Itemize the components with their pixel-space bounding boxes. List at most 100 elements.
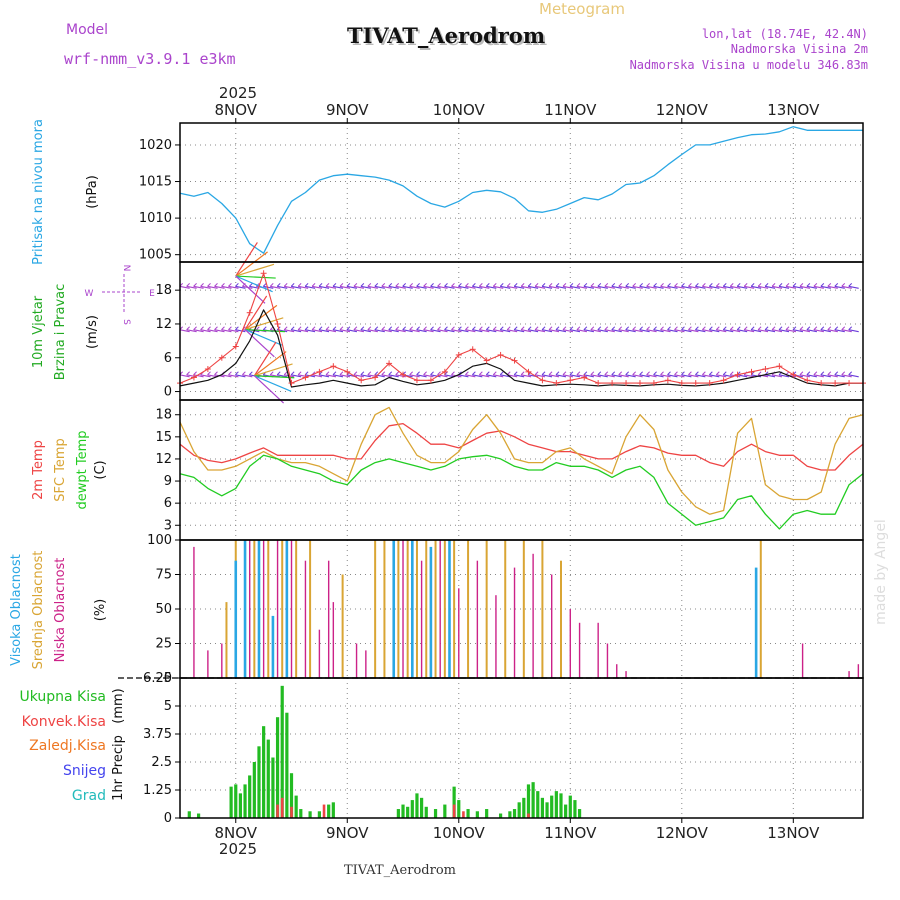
wind-barb <box>709 374 720 378</box>
wind-barb <box>834 374 845 378</box>
wind-barb <box>193 329 204 333</box>
wind-barb-head <box>688 282 692 287</box>
wind-barb <box>514 374 525 378</box>
wind-barb-head <box>325 282 330 287</box>
day-label-bottom: 8NOV <box>214 824 257 842</box>
wind-barb <box>444 329 455 333</box>
wind-barb-head <box>444 326 448 331</box>
wind-barb-head <box>743 282 748 287</box>
wind-barb-head <box>757 282 762 287</box>
wind-barb <box>444 285 455 289</box>
cloud-bar-mid <box>309 540 312 678</box>
wind-barb <box>332 329 344 333</box>
cloud-bar-mid <box>541 540 544 678</box>
y-tick-label: 1005 <box>139 248 172 263</box>
wind-barb <box>639 374 650 378</box>
y-tick-label: 12 <box>155 317 172 332</box>
wind-barb <box>576 329 588 333</box>
wind-barb <box>764 374 776 378</box>
wind-barb-head <box>214 371 218 376</box>
wind-barb-head <box>639 282 643 287</box>
cloud-bar-low <box>290 540 293 678</box>
wind-barb <box>744 285 755 289</box>
wind-barb <box>576 374 588 378</box>
cloud-bar-mid <box>406 540 409 678</box>
wind-barb-head <box>757 371 762 376</box>
wind-barb-head <box>541 326 546 331</box>
wind-barb <box>534 329 546 333</box>
wind-barb-head <box>513 326 518 331</box>
wind-barb <box>744 374 755 378</box>
wind-barb-head <box>667 326 671 331</box>
wind-barb <box>249 285 260 289</box>
wind-barb <box>688 329 699 333</box>
wind-barb <box>827 285 838 289</box>
wind-barb <box>569 374 581 378</box>
wind-barb-head <box>207 371 211 376</box>
wind-barb <box>179 374 190 378</box>
wind-barb-head <box>736 282 741 287</box>
wind-barb-head <box>813 326 818 331</box>
wind-barb-head <box>792 326 797 331</box>
wind-barb <box>827 374 838 378</box>
precip-bar-conv <box>452 804 456 818</box>
wind-barb <box>430 329 441 333</box>
wind-barb-head <box>360 282 365 287</box>
wind-barb <box>500 329 511 333</box>
precip-bar-total <box>406 806 410 818</box>
wind-barb <box>472 374 483 378</box>
wind-barb-head <box>388 326 393 331</box>
wind-barb <box>381 329 392 333</box>
compass-south: S <box>121 319 131 325</box>
precip-bar-total <box>573 800 577 818</box>
wind-barb-head <box>228 371 232 376</box>
storm-arrow <box>235 251 268 277</box>
precip-bar-total <box>498 813 503 818</box>
wind-barb-head <box>750 282 755 287</box>
wind-barb-head <box>820 371 825 376</box>
precip-bar-total <box>234 784 238 818</box>
wind-barb <box>611 374 622 378</box>
cloud-bar-low <box>193 546 195 678</box>
wind-barb <box>562 374 574 378</box>
wind-barb-head <box>437 282 441 287</box>
wind-barb-head <box>820 282 825 287</box>
cloud-bar-mid <box>267 540 270 678</box>
wind-barb-head <box>695 326 699 331</box>
wind-barb-head <box>520 371 525 376</box>
wind-barb <box>291 285 302 289</box>
wind-barb <box>611 285 622 289</box>
precip-bar-total <box>257 746 261 818</box>
wind-barb-head <box>492 371 497 376</box>
precip-bar-total <box>252 762 256 818</box>
wind-barb-head <box>653 326 657 331</box>
panels: 1005101010151020061218369121518025507510… <box>118 122 866 826</box>
wind-barb <box>590 374 601 378</box>
wind-barb <box>528 285 539 289</box>
wind-barb-head <box>228 282 232 287</box>
wind-barb-head <box>611 326 616 331</box>
wind-barb <box>757 285 769 289</box>
wind-barb <box>597 374 608 378</box>
wind-barb <box>423 329 434 333</box>
wind-barb <box>374 285 385 289</box>
y-tick-label: 2.5 <box>151 755 172 770</box>
wind-barb-head <box>207 326 211 331</box>
wind-barb <box>709 285 720 289</box>
wind-barb-head <box>290 282 295 287</box>
y-tick-label: 1020 <box>139 138 172 153</box>
wind-barb-head <box>402 326 407 331</box>
wind-barb-head <box>729 282 734 287</box>
y-tick-label: 50 <box>155 602 172 617</box>
cloud-bar-mid <box>341 574 344 678</box>
wind-barb <box>179 285 190 289</box>
wind-barb-head <box>297 371 302 376</box>
day-label-bottom: 12NOV <box>656 824 709 842</box>
wind-barb <box>764 329 776 333</box>
cloud-bar-low <box>495 595 497 678</box>
temp-line-2 <box>179 454 864 530</box>
wind-barb <box>799 329 811 333</box>
wind-barb <box>848 285 859 289</box>
y-tick-label: 75 <box>155 568 172 583</box>
precip-bar-total <box>550 795 554 818</box>
